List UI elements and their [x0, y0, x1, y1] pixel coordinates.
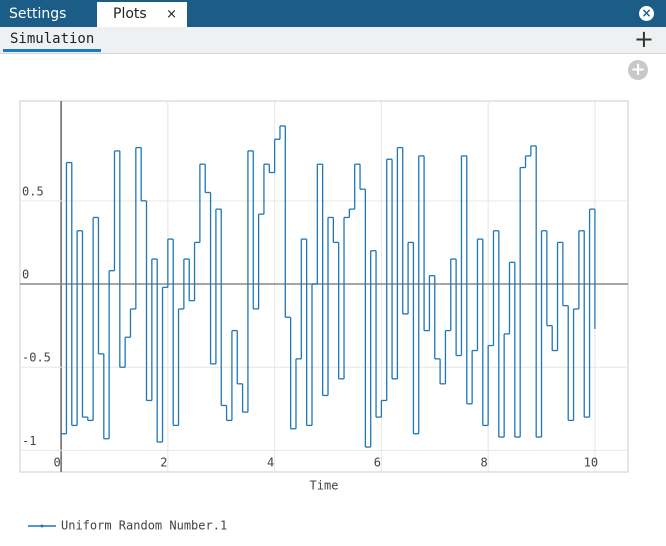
tab-label: Plots [113, 6, 147, 22]
x-tick-label: 8 [481, 456, 488, 470]
x-axis-title: Time [310, 479, 339, 493]
y-tick-label: 0 [22, 268, 29, 282]
settings-tab[interactable]: Settings [9, 6, 67, 22]
simulation-tab[interactable]: Simulation [3, 31, 102, 52]
y-tick-label: -0.5 [22, 351, 51, 365]
x-tick-label: 4 [267, 456, 274, 470]
x-tick-label: 6 [374, 456, 381, 470]
series [61, 125, 596, 448]
tab-bar: Settings Plots × × [0, 0, 666, 27]
x-tick-label: 10 [584, 456, 598, 470]
plots-tab[interactable]: Plots × [97, 2, 187, 27]
close-button[interactable]: × [639, 6, 654, 21]
sub-tab-bar: Simulation + [0, 25, 666, 54]
x-tick-label: 2 [160, 456, 167, 470]
y-tick-label: -1 [22, 434, 36, 448]
add-tab-button[interactable]: + [633, 25, 654, 53]
legend-label: Uniform Random Number.1 [61, 519, 227, 533]
add-plot-button[interactable]: + [628, 60, 648, 80]
close-tab[interactable]: × [166, 7, 177, 22]
legend-marker [40, 524, 44, 528]
y-tick-label: 0.5 [22, 184, 44, 198]
x-tick-label: 0 [53, 456, 60, 470]
plot-area [19, 100, 629, 473]
